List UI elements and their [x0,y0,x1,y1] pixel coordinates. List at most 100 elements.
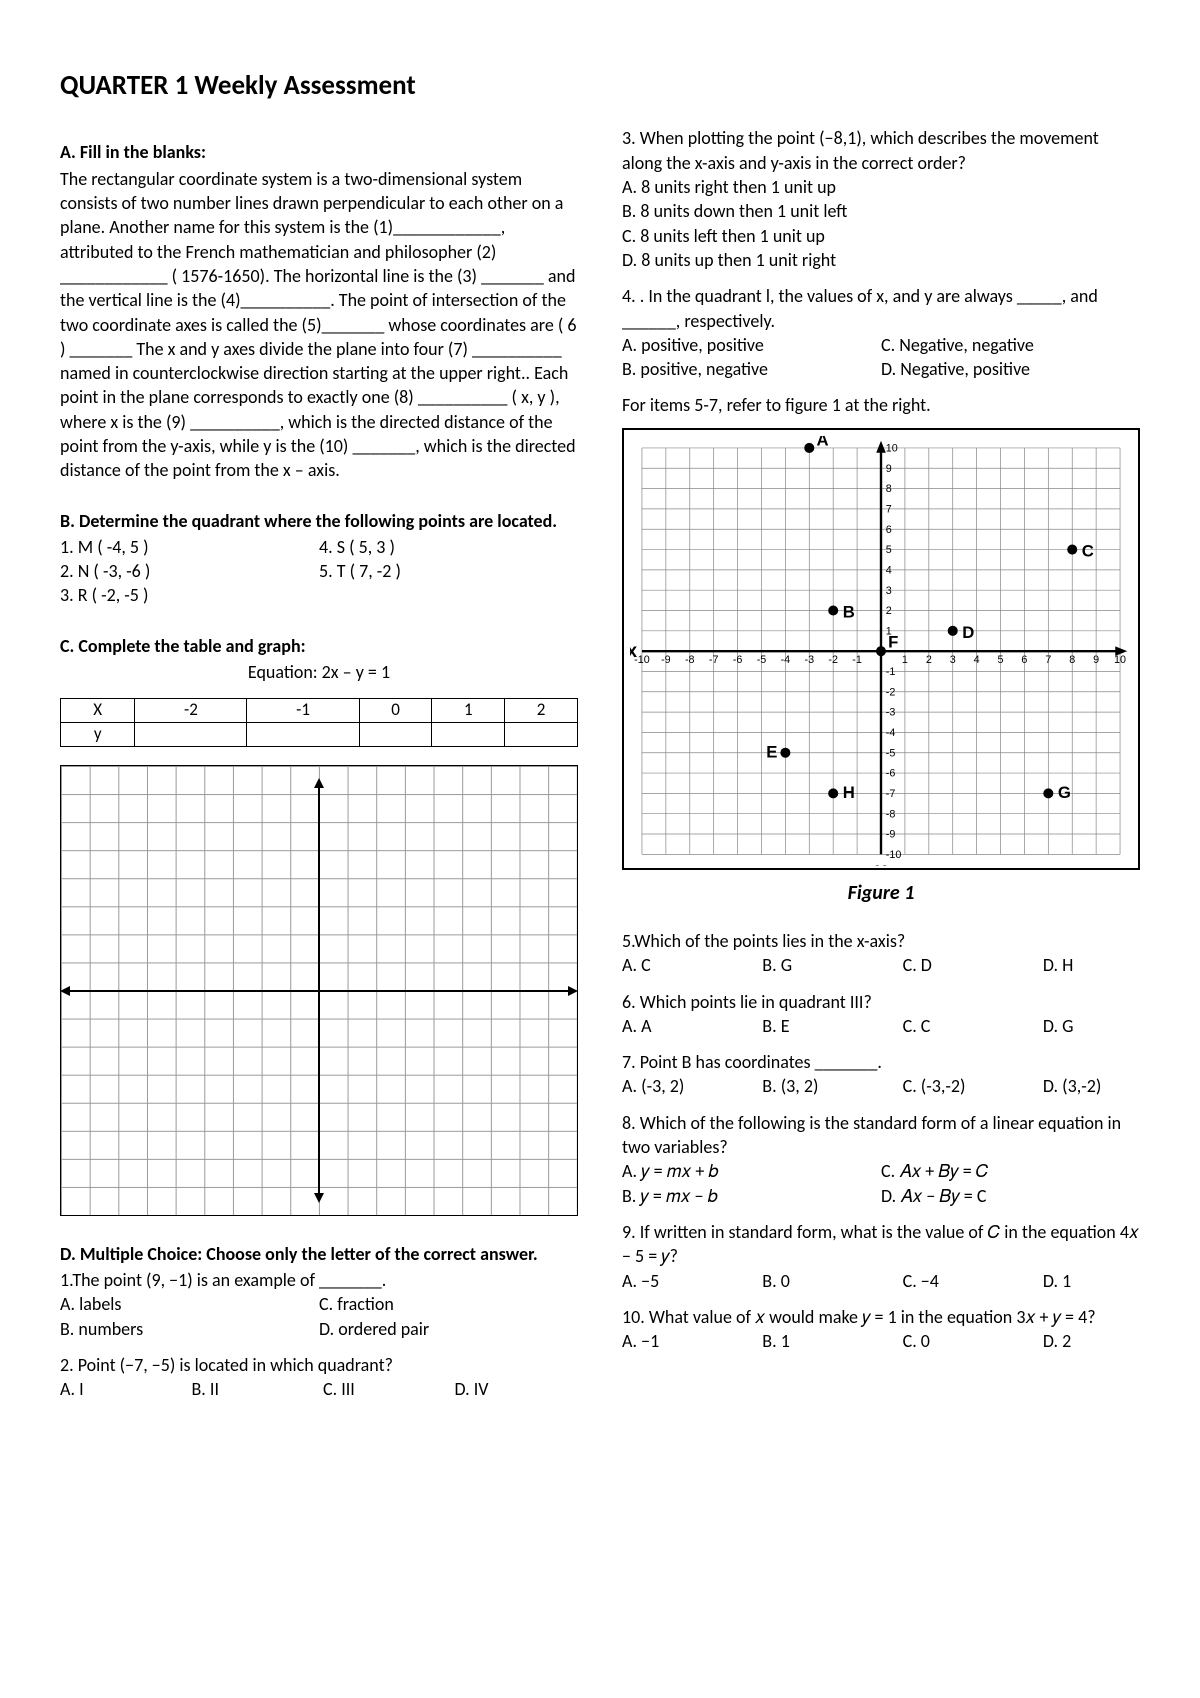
svg-text:D: D [962,623,974,642]
q8-a: A. 𝑦 = 𝑚𝑥 + 𝑏 [622,1159,881,1183]
svg-text:10: 10 [886,442,898,454]
cell-y-n1[interactable] [247,723,359,747]
q4-b: B. positive, negative [622,357,881,381]
svg-text:-6: -6 [886,767,896,779]
section-c-table: X -2 -1 0 1 2 y [60,698,578,747]
svg-text:8: 8 [886,483,892,495]
svg-text:-8: -8 [886,808,896,820]
q6-b: B. E [762,1014,902,1038]
figure-reference-line: For items 5-7, refer to figure 1 at the … [622,393,1140,417]
figure-1-svg: -10-9-8-7-6-5-4-3-2-112345678910-10-9-8-… [630,436,1132,866]
svg-text:-7: -7 [709,654,719,666]
svg-text:F: F [888,632,898,651]
svg-text:2: 2 [886,605,892,617]
cell-y-2[interactable] [505,723,578,747]
q5-d: D. H [1043,953,1140,977]
q3-c: C. 8 units left then 1 unit up [622,224,1140,248]
svg-text:5: 5 [886,544,892,556]
q7-c: C. (-3,-2) [903,1074,1043,1098]
svg-text:-4: -4 [781,654,791,666]
svg-text:-6: -6 [733,654,743,666]
svg-text:-2: -2 [828,654,838,666]
section-c-equation: Equation: 2x – y = 1 [60,660,578,684]
q2-b: B. II [192,1377,316,1401]
svg-text:3: 3 [886,584,892,596]
svg-text:-1: -1 [852,654,862,666]
section-a-paragraph: The rectangular coordinate system is a t… [60,167,578,483]
svg-text:-5: -5 [886,747,896,759]
svg-text:-1: -1 [886,666,896,678]
figure-1-caption: Figure 1 [622,880,1140,907]
section-b-heading: B. Determine the quadrant where the foll… [60,509,578,533]
cell-x-1: 1 [432,699,505,723]
q1-a: A. labels [60,1292,319,1316]
svg-text:6: 6 [1021,654,1027,666]
figure-1-box: -10-9-8-7-6-5-4-3-2-112345678910-10-9-8-… [622,428,1140,870]
cell-y-1[interactable] [432,723,505,747]
q5-c: C. D [903,953,1043,977]
svg-text:B: B [843,602,855,621]
section-a-heading: A. Fill in the blanks: [60,140,578,164]
q6-c: C. C [903,1014,1043,1038]
cell-x-2: 2 [505,699,578,723]
cell-y-n2[interactable] [135,723,247,747]
svg-text:-8: -8 [685,654,695,666]
q5-text: 5.Which of the points lies in the x-axis… [622,929,1140,953]
q5-b: B. G [762,953,902,977]
q8-c: C. 𝐴𝑥 + 𝐵𝑦 = 𝐶 [881,1159,1140,1183]
q7-a: A. (-3, 2) [622,1074,762,1098]
q3-text: 3. When plotting the point (−8,1), which… [622,126,1140,175]
q8-b: B. 𝑦 = 𝑚𝑥 − 𝑏 [622,1184,881,1208]
q1-c: C. fraction [319,1292,578,1316]
svg-text:3: 3 [950,654,956,666]
q1-b: B. numbers [60,1317,319,1341]
svg-text:x: x [630,641,638,662]
svg-text:4: 4 [886,564,892,576]
q2-text: 2. Point (−7, −5) is located in which qu… [60,1353,578,1377]
pt-m: 1. M ( -4, 5 ) [60,535,319,559]
cell-x-n1: -1 [247,699,359,723]
q7-text: 7. Point B has coordinates _______. [622,1050,1140,1074]
svg-text:-9: -9 [886,828,896,840]
svg-text:2: 2 [926,654,932,666]
q4-text: 4. . In the quadrant l, the values of x,… [622,284,1140,333]
q9-text: 9. If written in standard form, what is … [622,1220,1140,1269]
q8-text: 8. Which of the following is the standar… [622,1111,1140,1160]
right-column: 3. When plotting the point (−8,1), which… [622,126,1140,1401]
svg-text:-5: -5 [757,654,767,666]
q1-text: 1.The point (9, −1) is an example of ___… [60,1268,578,1292]
q3-b: B. 8 units down then 1 unit left [622,199,1140,223]
q4-a: A. positive, positive [622,333,881,357]
q3-a: A. 8 units right then 1 unit up [622,175,1140,199]
q9-c: C. −4 [903,1269,1043,1293]
svg-text:-3: -3 [886,706,896,718]
q2-d: D. IV [455,1377,579,1401]
svg-text:G: G [1058,783,1071,802]
svg-text:-7: -7 [886,788,896,800]
svg-text:9: 9 [886,463,892,475]
q10-c: C. 0 [903,1329,1043,1353]
q9-a: A. −5 [622,1269,762,1293]
q7-b: B. (3, 2) [762,1074,902,1098]
svg-text:A: A [816,436,828,450]
q4-d: D. Negative, positive [881,357,1140,381]
cell-y-h: y [61,723,135,747]
q3-d: D. 8 units up then 1 unit right [622,248,1140,272]
cell-x-h: X [61,699,135,723]
q9-d: D. 1 [1043,1269,1140,1293]
svg-text:H: H [843,783,855,802]
svg-text:y: y [876,860,887,866]
q5-a: A. C [622,953,762,977]
q7-d: D. (3,-2) [1043,1074,1140,1098]
svg-text:6: 6 [886,524,892,536]
q10-a: A. −1 [622,1329,762,1353]
svg-text:-9: -9 [661,654,671,666]
blank-graph-grid [60,765,578,1215]
cell-y-0[interactable] [359,723,432,747]
section-b-points: 1. M ( -4, 5 ) 2. N ( -3, -6 ) 3. R ( -2… [60,535,578,608]
q10-text: 10. What value of 𝑥 would make 𝑦 = 1 in … [622,1305,1140,1329]
svg-text:10: 10 [1114,654,1126,666]
pt-r: 3. R ( -2, -5 ) [60,583,319,607]
svg-text:1: 1 [902,654,908,666]
cell-x-n2: -2 [135,699,247,723]
